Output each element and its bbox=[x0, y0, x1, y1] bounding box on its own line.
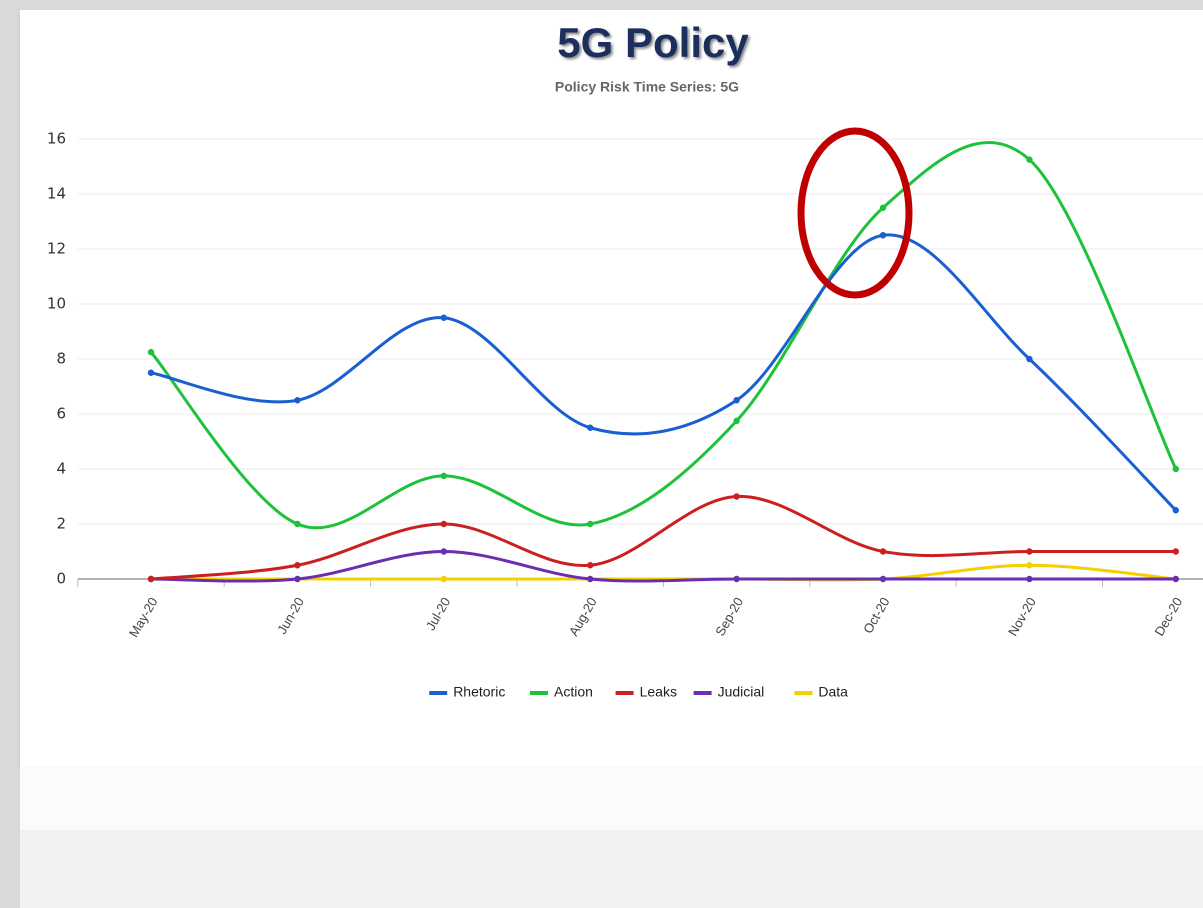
data-point bbox=[879, 548, 887, 555]
data-point bbox=[440, 472, 447, 480]
y-tick-label: 0 bbox=[56, 570, 66, 588]
y-tick-label: 6 bbox=[56, 405, 66, 423]
data-point bbox=[147, 369, 155, 376]
lower-panel bbox=[20, 830, 1203, 908]
data-point bbox=[147, 348, 155, 356]
data-point bbox=[440, 575, 447, 583]
data-point bbox=[294, 520, 301, 528]
x-tick-label: Nov-20 bbox=[1005, 595, 1039, 639]
data-point bbox=[879, 575, 887, 583]
panel bbox=[20, 10, 1203, 766]
data-point bbox=[733, 493, 740, 500]
series-line bbox=[150, 494, 1176, 581]
data-point bbox=[1026, 562, 1033, 569]
x-tick-label: Aug-20 bbox=[566, 595, 600, 639]
x-tick-label: Dec-20 bbox=[1151, 595, 1185, 639]
data-point bbox=[587, 424, 594, 431]
data-point bbox=[587, 520, 594, 528]
x-tick-label: Sep-20 bbox=[712, 595, 746, 639]
data-point bbox=[1172, 575, 1180, 583]
data-point bbox=[294, 397, 301, 404]
data-point bbox=[440, 548, 447, 555]
data-point bbox=[733, 575, 740, 583]
highlight-circle bbox=[797, 127, 913, 299]
series-line bbox=[150, 549, 1176, 583]
legend-label: Leaks bbox=[640, 684, 677, 700]
data-point bbox=[587, 562, 594, 569]
x-tick-label: May-20 bbox=[126, 595, 161, 640]
data-point bbox=[587, 575, 594, 583]
y-tick-label: 16 bbox=[47, 130, 66, 148]
data-point bbox=[1026, 548, 1033, 555]
data-point bbox=[879, 204, 887, 211]
legend-label: Judicial bbox=[718, 684, 765, 700]
data-point bbox=[1026, 575, 1033, 583]
chart-subtitle: Policy Risk Time Series: 5G bbox=[555, 79, 739, 95]
data-point bbox=[879, 232, 887, 239]
data-point bbox=[440, 314, 447, 321]
y-tick-label: 8 bbox=[56, 350, 66, 368]
x-tick-label: Jun-20 bbox=[274, 595, 307, 637]
y-tick-label: 12 bbox=[47, 240, 66, 258]
data-point bbox=[1172, 465, 1180, 473]
data-point bbox=[440, 520, 447, 528]
series-line bbox=[150, 233, 1177, 512]
legend-label: Data bbox=[818, 684, 848, 700]
data-point bbox=[1026, 355, 1033, 363]
series-line bbox=[151, 563, 1176, 582]
legend-label: Action bbox=[554, 684, 593, 700]
data-point bbox=[147, 575, 155, 583]
data-point bbox=[733, 417, 740, 425]
x-tick-label: Oct-20 bbox=[860, 595, 892, 636]
y-tick-label: 10 bbox=[47, 295, 66, 313]
series-line bbox=[149, 141, 1178, 530]
legend-label: Rhetoric bbox=[453, 684, 505, 700]
x-tick-label: Jul-20 bbox=[423, 595, 454, 633]
chart-title: 5G Policy bbox=[557, 19, 749, 66]
data-point bbox=[1172, 548, 1180, 555]
data-point bbox=[1172, 507, 1180, 514]
data-point bbox=[294, 575, 301, 583]
data-point bbox=[1026, 156, 1033, 163]
data-point bbox=[733, 397, 740, 404]
panel-gap bbox=[20, 766, 1203, 830]
y-tick-label: 4 bbox=[56, 460, 66, 478]
data-point bbox=[294, 562, 301, 569]
y-tick-label: 2 bbox=[56, 515, 66, 533]
y-tick-label: 14 bbox=[47, 185, 66, 203]
